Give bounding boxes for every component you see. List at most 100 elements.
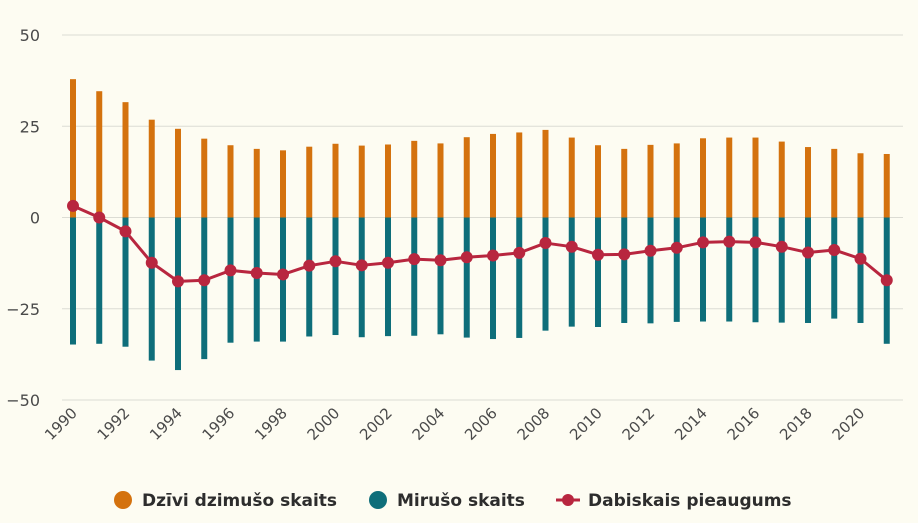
births-bar xyxy=(673,143,680,218)
legend-natural-increase[interactable]: Dabiskais pieaugums xyxy=(556,491,792,511)
births-bar xyxy=(253,148,260,218)
deaths-bar xyxy=(647,217,654,324)
births-bar xyxy=(175,128,181,218)
x-tick-label: 2014 xyxy=(671,404,711,444)
births-bar xyxy=(726,137,733,218)
y-tick-label: 0 xyxy=(30,209,40,228)
legend-label: Dzīvi dzimušo skaits xyxy=(142,491,337,511)
deaths-bar xyxy=(621,217,628,323)
deaths-bar xyxy=(411,217,418,336)
legend-marker xyxy=(562,494,574,506)
births-bar xyxy=(70,79,76,218)
deaths-bar xyxy=(700,217,706,322)
deaths-bar xyxy=(516,217,523,338)
x-tick-label: 2018 xyxy=(776,404,816,444)
deaths-bar xyxy=(175,217,181,371)
deaths-bar xyxy=(463,217,470,338)
deaths-bar xyxy=(70,217,76,345)
births-bar xyxy=(831,148,838,218)
x-tick-label: 1996 xyxy=(199,404,239,444)
natural-increase-point xyxy=(618,248,631,261)
deaths-bar xyxy=(726,217,733,322)
x-tick-label: 1998 xyxy=(251,404,291,444)
deaths-bar xyxy=(673,217,680,322)
natural-increase-point xyxy=(487,249,499,262)
births-bar xyxy=(280,150,286,218)
x-tick-label: 2012 xyxy=(619,404,659,444)
deaths-bar xyxy=(831,217,838,319)
legend: Dzīvi dzimušo skaits Mirušo skaits Dabiska… xyxy=(114,491,792,511)
x-tick-label: 2010 xyxy=(566,404,606,444)
natural-increase-point xyxy=(828,243,841,256)
y-tick-label: −25 xyxy=(6,300,40,319)
natural-increase-point xyxy=(119,225,132,238)
legend-label: Mirušo skaits xyxy=(397,491,525,511)
births-bar xyxy=(542,129,549,218)
bars xyxy=(70,79,890,371)
legend-births[interactable]: Dzīvi dzimušo skaits xyxy=(114,491,337,511)
legend-marker xyxy=(114,491,132,509)
births-bar xyxy=(752,137,759,218)
x-tick-label: 2000 xyxy=(304,404,344,444)
deaths-bar xyxy=(385,217,391,337)
line-series xyxy=(67,199,893,288)
deaths-bar xyxy=(306,217,313,337)
deaths-bar xyxy=(122,217,129,347)
deaths-bar xyxy=(148,217,155,361)
natural-increase-point xyxy=(697,236,709,249)
natural-increase-point xyxy=(670,241,683,254)
births-bar xyxy=(883,153,890,218)
natural-increase-point xyxy=(172,275,184,288)
deaths-bar xyxy=(805,217,811,323)
natural-increase-point xyxy=(775,240,788,253)
deaths-bar xyxy=(96,217,103,344)
natural-increase-point xyxy=(329,255,342,268)
deaths-bar xyxy=(201,217,208,360)
births-bar xyxy=(568,137,575,218)
deaths-bar xyxy=(752,217,759,323)
natural-increase-point xyxy=(303,259,316,272)
x-tick-label: 2008 xyxy=(514,404,554,444)
natural-increase-point xyxy=(880,274,893,287)
deaths-bar xyxy=(542,217,549,331)
grid-lines xyxy=(62,34,903,401)
deaths-bar xyxy=(332,217,339,336)
legend-marker xyxy=(369,491,387,509)
natural-increase-point xyxy=(355,259,368,272)
births-bar xyxy=(621,148,628,218)
x-tick-label: 2020 xyxy=(829,404,869,444)
natural-increase-point xyxy=(539,237,552,250)
natural-increase-point xyxy=(854,252,867,265)
natural-increase-point xyxy=(460,251,473,264)
deaths-bar xyxy=(490,217,496,340)
births-bar xyxy=(358,145,365,218)
deaths-bar xyxy=(227,217,234,343)
natural-increase-point xyxy=(277,268,289,281)
births-bar xyxy=(516,132,523,218)
natural-increase-point xyxy=(723,235,736,248)
deaths-bar xyxy=(358,217,365,338)
births-bar xyxy=(411,140,418,218)
legend-deaths[interactable]: Mirušo skaits xyxy=(369,491,525,511)
deaths-bar xyxy=(568,217,575,327)
births-bar xyxy=(805,147,811,218)
deaths-bar xyxy=(778,217,785,323)
natural-increase-point xyxy=(644,244,657,257)
natural-increase-point xyxy=(198,274,211,287)
natural-increase-point xyxy=(749,236,762,249)
births-bar xyxy=(437,143,444,218)
births-bar xyxy=(857,153,864,218)
x-tick-label: 2016 xyxy=(724,404,764,444)
x-tick-label: 1994 xyxy=(146,404,186,444)
x-axis: 1990 1992 1994 1996 1998 2000 2002 2004 2006 2008… xyxy=(41,404,868,444)
x-tick-label: 1992 xyxy=(94,404,134,444)
deaths-bar xyxy=(253,217,260,342)
x-tick-label: 2004 xyxy=(409,404,449,444)
natural-increase-point xyxy=(802,246,814,259)
natural-increase-point xyxy=(93,211,106,224)
deaths-bar xyxy=(595,217,601,327)
births-bar xyxy=(332,143,339,218)
births-bar xyxy=(306,146,313,218)
natural-increase-point xyxy=(408,253,421,266)
